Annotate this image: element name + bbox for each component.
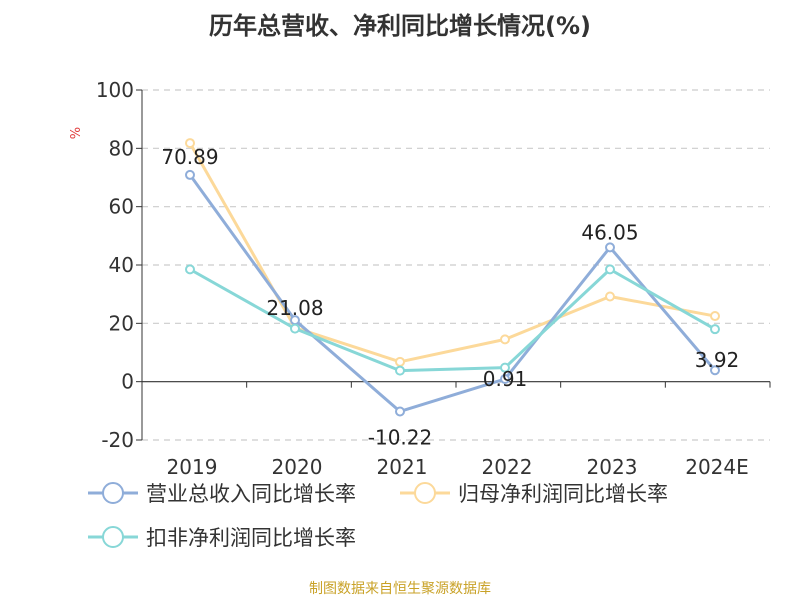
data-label: -10.22 [368, 425, 432, 449]
x-tick-label: 2019 [167, 455, 218, 479]
data-point [185, 264, 195, 275]
y-tick-label: 80 [109, 136, 134, 160]
legend-label: 扣非净利润同比增长率 [146, 526, 356, 550]
data-point [605, 291, 615, 302]
legend-item: 营业总收入同比增长率 [88, 482, 356, 506]
data-point [290, 323, 300, 334]
series-line [188, 142, 716, 364]
y-tick-label: 40 [109, 253, 134, 277]
x-tick-label: 2024E [685, 455, 749, 479]
y-tick-label: 0 [121, 370, 134, 394]
chart-title: 历年总营收、净利同比增长情况(%) [209, 12, 591, 40]
legend-item: 归母净利润同比增长率 [400, 482, 668, 506]
data-point [185, 138, 195, 149]
legend-marker [102, 526, 124, 548]
x-tick-label: 2022 [482, 455, 533, 479]
data-point [605, 242, 615, 253]
data-point [395, 365, 405, 376]
data-point [500, 334, 510, 345]
data-point [710, 324, 720, 335]
y-tick-label: 20 [109, 311, 134, 335]
legend-item: 扣非净利润同比增长率 [88, 526, 356, 550]
data-label: 46.05 [581, 220, 638, 244]
data-label: 3.92 [695, 348, 740, 372]
series-line [189, 267, 716, 373]
legend-label: 营业总收入同比增长率 [146, 482, 356, 506]
x-tick-label: 2020 [272, 455, 323, 479]
y-tick-label: -20 [101, 428, 134, 452]
data-point [710, 365, 720, 376]
grid [142, 89, 770, 441]
data-point [500, 374, 510, 385]
data-labels: 70.89 21.08 -10.22 0.91 46.05 3.92 [161, 145, 739, 450]
legend-marker [414, 482, 436, 504]
y-tick-label: 100 [96, 78, 134, 102]
y-tick-label: 60 [109, 195, 134, 219]
series-line [188, 174, 717, 413]
data-point [395, 406, 405, 417]
data-point [395, 356, 405, 367]
x-tick-label: 2023 [587, 455, 638, 479]
data-point [500, 362, 510, 373]
y-axis-unit: % [69, 127, 84, 139]
data-label: 0.91 [483, 367, 528, 391]
data-point [710, 311, 720, 322]
legend-marker [102, 482, 124, 504]
data-point [185, 169, 195, 180]
series-lines [185, 138, 720, 417]
data-label: 70.89 [161, 145, 218, 169]
legend-label: 归母净利润同比增长率 [458, 482, 668, 506]
axes: -20 0 20 40 60 80 100% 2019 2020 2021 2022 2023 2024… [69, 78, 771, 479]
x-tick-label: 2021 [377, 455, 428, 479]
data-point [605, 264, 615, 275]
data-label: 21.08 [266, 296, 323, 320]
source-note: 制图数据来自恒生聚源数据库 [309, 581, 491, 597]
